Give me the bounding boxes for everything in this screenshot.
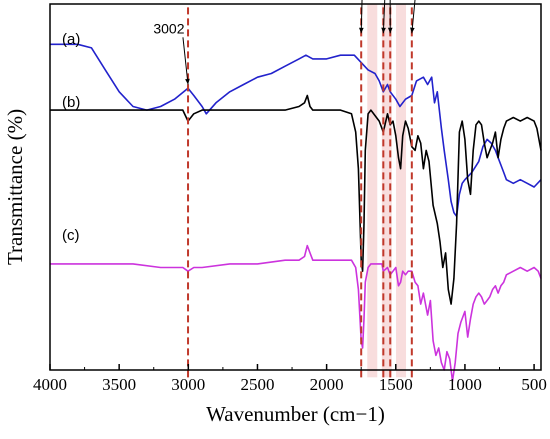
- series-line-3: [50, 244, 542, 382]
- series-tags: (a) (b) (c): [62, 31, 80, 244]
- series-line-2: [50, 94, 542, 305]
- series-tag-3: (c): [62, 227, 80, 244]
- marker-arrowhead-1750: [358, 27, 364, 34]
- x-tick-label-4000: 4000: [33, 375, 67, 394]
- marker-arrow-3002: [182, 37, 189, 85]
- series-tag-2: (b): [62, 94, 80, 111]
- marker-arrow-1384: [411, 0, 416, 34]
- series-line-1: [50, 43, 542, 218]
- x-tick-label-3500: 3500: [102, 375, 136, 394]
- y-axis-label: Transmittance (%): [3, 109, 27, 265]
- marker-arrowhead-3002: [185, 78, 190, 85]
- x-tick-label-2500: 2500: [240, 375, 274, 394]
- marker-arrowhead-1590: [381, 27, 386, 34]
- x-tick-label-3000: 3000: [171, 375, 205, 394]
- x-tick-label-500: 500: [521, 375, 547, 394]
- marker-arrowhead-1384: [410, 27, 415, 34]
- marker-arrow-1750: [360, 0, 363, 34]
- highlight-bands: [367, 4, 407, 378]
- x-tick-label-1500: 1500: [379, 375, 413, 394]
- highlight-band: [381, 4, 392, 378]
- x-axis-label: Wavenumber (cm−1): [206, 402, 385, 426]
- highlight-band: [396, 4, 407, 378]
- highlight-band: [367, 4, 378, 378]
- plot-frame: [49, 3, 542, 371]
- x-tick-label-2000: 2000: [310, 375, 344, 394]
- x-tick-label-1000: 1000: [448, 375, 482, 394]
- series-tag-1: (a): [62, 31, 80, 48]
- marker-arrowhead-1540: [387, 27, 393, 34]
- x-axis-ticks: 4000 3500 3000 2500 2000 1500 1000 500: [33, 364, 547, 394]
- marker-layer: 30021750159015401384: [153, 0, 416, 378]
- series-layer: [50, 43, 542, 382]
- marker-label-3002: 3002: [153, 20, 184, 36]
- marker-arrow-1590: [382, 0, 386, 34]
